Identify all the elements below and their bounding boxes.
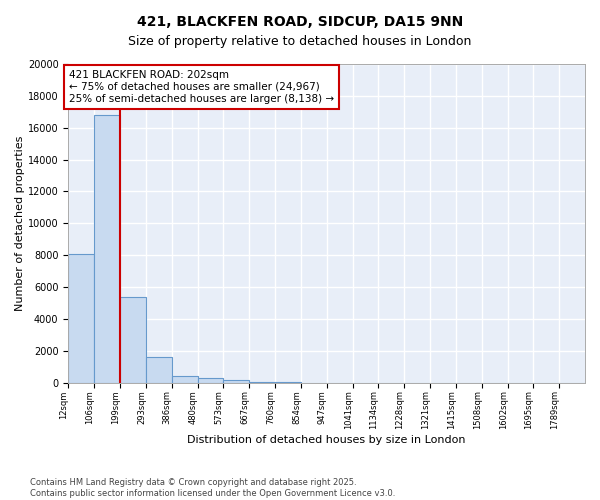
Text: 421 BLACKFEN ROAD: 202sqm
← 75% of detached houses are smaller (24,967)
25% of s: 421 BLACKFEN ROAD: 202sqm ← 75% of detac… [69,70,334,104]
Y-axis label: Number of detached properties: Number of detached properties [15,136,25,311]
Bar [223,380,249,382]
Bar [68,254,94,382]
Bar [197,378,223,382]
X-axis label: Distribution of detached houses by size in London: Distribution of detached houses by size … [187,435,466,445]
Text: Contains HM Land Registry data © Crown copyright and database right 2025.
Contai: Contains HM Land Registry data © Crown c… [30,478,395,498]
Text: Size of property relative to detached houses in London: Size of property relative to detached ho… [128,35,472,48]
Bar [146,357,172,382]
Bar [172,376,197,382]
Bar [120,296,146,382]
Text: 421, BLACKFEN ROAD, SIDCUP, DA15 9NN: 421, BLACKFEN ROAD, SIDCUP, DA15 9NN [137,15,463,29]
Bar [94,115,120,382]
